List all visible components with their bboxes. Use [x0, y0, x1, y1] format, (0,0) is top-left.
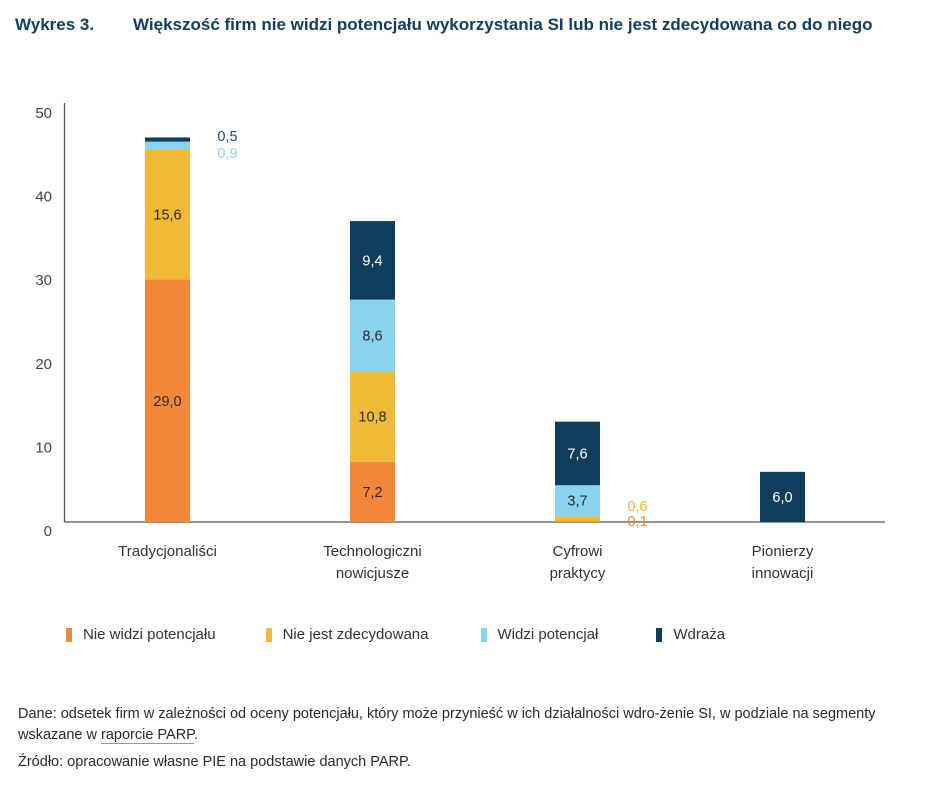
data-note-text: Dane: odsetek firm w zależności od oceny… [18, 706, 876, 743]
stacked-bar-chart: 0 10 20 30 40 50 29,0 15,6 0,50,9 Tradycjonaliści… [35, 103, 885, 582]
bar-segment [760, 471, 805, 522]
x-category-label: Tradycjonaliści [118, 543, 217, 560]
data-label-outside: 0,5 [217, 129, 237, 145]
bar-segment [350, 371, 395, 462]
data-label: 7,6 [567, 446, 587, 462]
y-tick-label: 50 [35, 105, 52, 122]
x-category-label: Cyfrowi [552, 543, 602, 560]
bar-segment [555, 521, 600, 522]
bar-segment [555, 516, 600, 522]
bar-segment [145, 149, 190, 280]
y-tick-label: 30 [35, 272, 52, 289]
data-label: 15,6 [153, 207, 181, 223]
legend-item: Nie jest zdecydowana [265, 626, 429, 643]
figure-title: Większość firm nie widzi potencjału wyko… [133, 15, 873, 34]
data-label: 10,8 [358, 410, 386, 426]
data-label: 3,7 [567, 494, 587, 510]
x-category-label: Technologiczni [323, 543, 421, 560]
legend-swatch [265, 627, 272, 642]
parp-report-link[interactable]: raporcie PARP [101, 727, 194, 744]
legend-swatch [656, 627, 663, 642]
y-tick-label: 10 [35, 439, 52, 456]
x-category-label: innowacji [752, 565, 814, 582]
legend: Nie widzi potencjału Nie jest zdecydowana… [66, 626, 725, 643]
y-tick-label: 0 [44, 523, 52, 540]
y-tick-label: 20 [35, 356, 52, 373]
legend-swatch [480, 627, 487, 642]
legend-label: Nie widzi potencjału [83, 626, 216, 643]
bar-segment [350, 221, 395, 300]
bar-segment [145, 141, 190, 150]
legend-label: Widzi potencjał [497, 626, 599, 643]
data-label: 7,2 [362, 485, 382, 501]
bar-segment [145, 279, 190, 522]
bar-segment [145, 137, 190, 142]
x-category-label: praktycy [550, 565, 606, 582]
chart-notes: Dane: odsetek firm w zależności od oceny… [18, 704, 898, 779]
legend-item: Widzi potencjał [480, 626, 599, 643]
data-note-suffix: . [193, 727, 199, 743]
bar-segment [350, 299, 395, 372]
bar-segment [555, 421, 600, 486]
legend-label: Wdraża [673, 626, 726, 643]
legend-label: Nie jest zdecydowana [282, 626, 429, 643]
data-label: 8,6 [362, 329, 382, 345]
bar-segment [555, 485, 600, 517]
data-label: 9,4 [362, 253, 382, 269]
data-label: 29,0 [153, 394, 181, 410]
legend-item: Wdraża [656, 626, 725, 643]
data-label-outside: 0,1 [627, 514, 647, 530]
x-category-label: nowicjusze [336, 565, 409, 582]
legend-swatch [66, 627, 72, 642]
x-category-label: Pionierzy [752, 543, 814, 560]
source-note: Źródło: opracowanie własne PIE na podsta… [18, 754, 411, 770]
figure-number: Wykres 3. [15, 15, 95, 34]
data-label-outside: 0,6 [627, 499, 647, 515]
y-tick-label: 40 [35, 189, 52, 206]
data-label-outside: 0,9 [217, 146, 237, 162]
legend-item: Nie widzi potencjału [66, 626, 216, 643]
data-note: Dane: odsetek firm w zależności od oceny… [18, 704, 898, 746]
data-label: 6,0 [772, 490, 792, 506]
bar-segment [350, 461, 395, 522]
